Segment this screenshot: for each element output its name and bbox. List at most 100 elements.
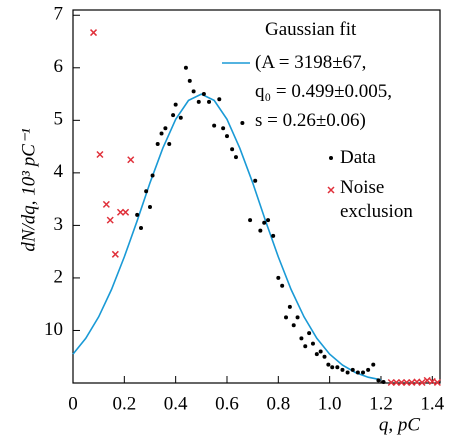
data-point xyxy=(262,220,267,225)
data-point xyxy=(266,218,271,223)
data-point xyxy=(303,344,308,349)
data-point xyxy=(366,367,371,372)
data-point xyxy=(335,365,340,370)
data-point xyxy=(287,304,292,309)
data-point xyxy=(361,370,366,375)
data-point xyxy=(171,113,176,118)
data-point xyxy=(217,97,222,102)
noise-point xyxy=(392,378,400,387)
data-point xyxy=(159,131,164,136)
noise-point xyxy=(403,378,411,387)
data-point xyxy=(240,120,245,125)
x-tick-label: 0.4 xyxy=(164,393,188,414)
plot-frame xyxy=(72,9,441,384)
x-tick-label: 0.2 xyxy=(112,393,136,414)
data-point xyxy=(271,233,276,238)
data-point xyxy=(135,212,140,217)
noise-point xyxy=(423,376,431,384)
data-point xyxy=(155,141,160,146)
data-point xyxy=(314,352,319,357)
data-point xyxy=(322,354,327,359)
data-point xyxy=(167,141,172,146)
data-point xyxy=(207,99,212,104)
noise-point xyxy=(116,208,125,216)
fit-curve xyxy=(72,93,382,381)
data-point xyxy=(253,178,258,183)
x-tick-label: 1.4 xyxy=(420,393,444,414)
data-point xyxy=(144,189,149,194)
y-tick-label: 7 xyxy=(54,4,64,25)
data-point xyxy=(230,147,235,152)
data-point xyxy=(147,205,152,210)
noise-point xyxy=(102,200,110,208)
data-point xyxy=(299,336,304,341)
data-point xyxy=(191,89,196,94)
data-point xyxy=(150,173,155,178)
data-point xyxy=(201,92,206,97)
data-point xyxy=(280,283,285,288)
data-point xyxy=(310,341,315,346)
legend-annotation: q₀ = 0.499±0.005, xyxy=(255,81,393,102)
data-point xyxy=(318,349,323,354)
legend-swatch xyxy=(329,156,333,160)
x-tick-label: 0.8 xyxy=(266,393,290,414)
data-point xyxy=(163,126,168,131)
data-point xyxy=(355,370,360,375)
noise-point xyxy=(433,378,441,387)
data-point xyxy=(284,315,289,320)
x-axis-label: q, pC xyxy=(379,414,421,435)
noise-point xyxy=(387,378,395,387)
data-point xyxy=(224,134,229,139)
noise-point xyxy=(428,377,436,385)
data-point xyxy=(248,218,253,223)
y-tick-label: 3 xyxy=(54,214,64,235)
noise-point xyxy=(397,378,406,387)
x-tick-label: 1.2 xyxy=(369,393,393,414)
data-point xyxy=(187,78,192,83)
noise-point xyxy=(111,250,119,258)
x-tick-label: 0.6 xyxy=(215,393,239,414)
legend-swatch xyxy=(327,186,335,194)
data-point xyxy=(258,228,263,233)
data-point xyxy=(295,315,300,320)
data-point xyxy=(212,123,217,128)
noise-point xyxy=(96,150,104,159)
data-point xyxy=(340,367,345,372)
legend-annotation: (A = 3198±67, xyxy=(255,52,367,73)
x-tick-label: 1.0 xyxy=(318,393,342,414)
legend-label: Noise exclusion xyxy=(340,177,413,222)
legend-label: Gaussian fit xyxy=(265,19,357,40)
noise-point xyxy=(127,156,135,164)
data-point xyxy=(233,155,238,160)
y-tick-label: 6 xyxy=(54,56,64,77)
noise-point xyxy=(90,29,98,37)
y-tick-label: 4 xyxy=(54,161,64,182)
y-tick-label: 5 xyxy=(54,109,64,130)
y-tick-label: 10 xyxy=(44,319,63,340)
data-point xyxy=(376,378,381,383)
noise-point xyxy=(122,208,130,216)
data-point xyxy=(221,126,226,131)
data-point xyxy=(276,275,281,280)
data-point xyxy=(139,226,144,231)
x-tick-label: 0 xyxy=(68,393,78,414)
data-point xyxy=(371,362,376,367)
data-point xyxy=(330,365,335,370)
data-point xyxy=(291,323,296,328)
data-point xyxy=(345,370,350,375)
data-point xyxy=(178,115,183,120)
noise-point xyxy=(106,216,114,224)
data-point xyxy=(326,362,331,367)
y-tick-label: 2 xyxy=(54,266,64,287)
data-point xyxy=(196,99,201,104)
data-point xyxy=(381,379,386,384)
noise-point xyxy=(418,378,426,387)
data-point xyxy=(350,367,355,372)
data-point xyxy=(173,102,178,107)
data-point xyxy=(183,65,188,70)
data-point xyxy=(307,331,312,336)
legend-annotation: s = 0.26±0.06) xyxy=(255,110,366,131)
legend-label: Data xyxy=(340,147,376,168)
